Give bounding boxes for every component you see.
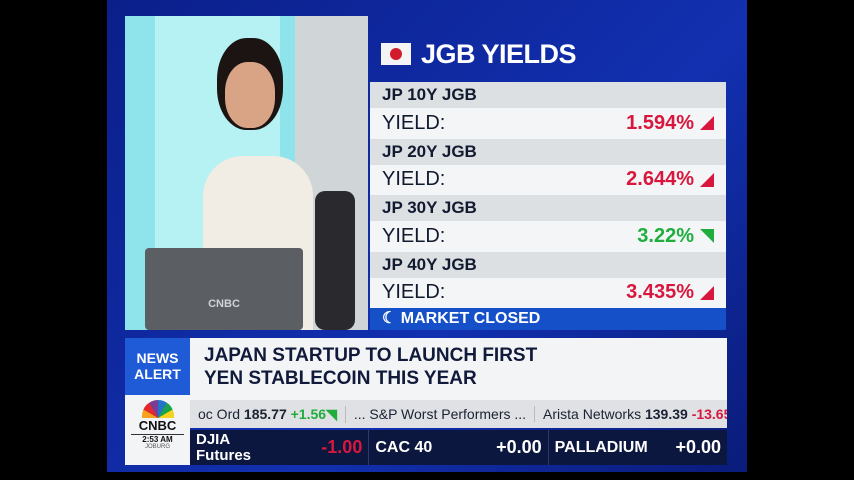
japan-flag-icon (381, 43, 411, 65)
laptop: CNBC (145, 248, 303, 330)
yield-label: YIELD: (382, 281, 446, 304)
yield-row: YIELD: 1.594% (370, 108, 726, 139)
triangle-up-icon (700, 285, 714, 300)
clock-time: 2:53 AM (131, 434, 184, 444)
ticker-item: ... S&P Worst Performers ... (346, 406, 536, 422)
badge-line: NEWS (136, 350, 179, 366)
ticker-item: Arista Networks 139.39 -13.65◢ (543, 405, 727, 422)
market-cac40: CAC 40 +0.00 (369, 430, 549, 465)
yield-row: YIELD: 3.435% (370, 277, 726, 308)
yields-table: JP 10Y JGB YIELD: 1.594% JP 20Y JGB YIELD… (370, 82, 726, 308)
stock-ticker: oc Ord 185.77 +1.56◥ ... S&P Worst Perfo… (190, 400, 727, 428)
market-status-text: MARKET CLOSED (400, 310, 541, 327)
peacock-icon (141, 400, 174, 418)
badge-line: ALERT (134, 366, 181, 382)
cnbc-logo: CNBC 2:53 AM JOBURG (125, 395, 190, 465)
bond-label: JP 40Y JGB (370, 251, 726, 278)
panel-title-text: JGB YIELDS (421, 38, 577, 69)
bond-label: JP 10Y JGB (370, 82, 726, 108)
yield-value: 3.435% (626, 281, 694, 304)
market-status: ☾ MARKET CLOSED (370, 308, 726, 330)
triangle-up-icon (700, 116, 714, 131)
video-feed: CNBC (125, 16, 368, 330)
headline-line: YEN STABLECOIN THIS YEAR (204, 368, 477, 389)
market-djia-futures: DJIA Futures -1.00 (190, 430, 370, 465)
markets-bar: DJIA Futures -1.00 CAC 40 +0.00 PALLADIUM +0… (190, 430, 727, 465)
news-alert-badge: NEWS ALERT (125, 338, 190, 395)
headline: JAPAN STARTUP TO LAUNCH FIRST YEN STABLEC… (190, 338, 727, 400)
yield-label: YIELD: (382, 111, 446, 134)
headline-line: JAPAN STARTUP TO LAUNCH FIRST (204, 345, 538, 366)
yield-value: 3.22% (637, 224, 694, 247)
triangle-up-icon (700, 172, 714, 187)
yield-label: YIELD: (382, 224, 446, 247)
ticker-item: oc Ord 185.77 +1.56◥ (190, 405, 346, 423)
yield-value: 1.594% (626, 111, 694, 134)
laptop-logo: CNBC (208, 298, 240, 310)
yield-value: 2.644% (626, 168, 694, 191)
bond-label: JP 20Y JGB (370, 138, 726, 165)
market-palladium: PALLADIUM +0.00 (554, 437, 721, 457)
triangle-down-icon (700, 229, 714, 244)
clock-city: JOBURG (144, 444, 170, 450)
yield-label: YIELD: (382, 168, 446, 191)
panel-title: JGB YIELDS (381, 38, 577, 70)
yield-row: YIELD: 2.644% (370, 164, 726, 195)
bond-label: JP 30Y JGB (370, 195, 726, 221)
logo-text: CNBC (138, 418, 177, 433)
yield-row: YIELD: 3.22% (370, 221, 726, 252)
